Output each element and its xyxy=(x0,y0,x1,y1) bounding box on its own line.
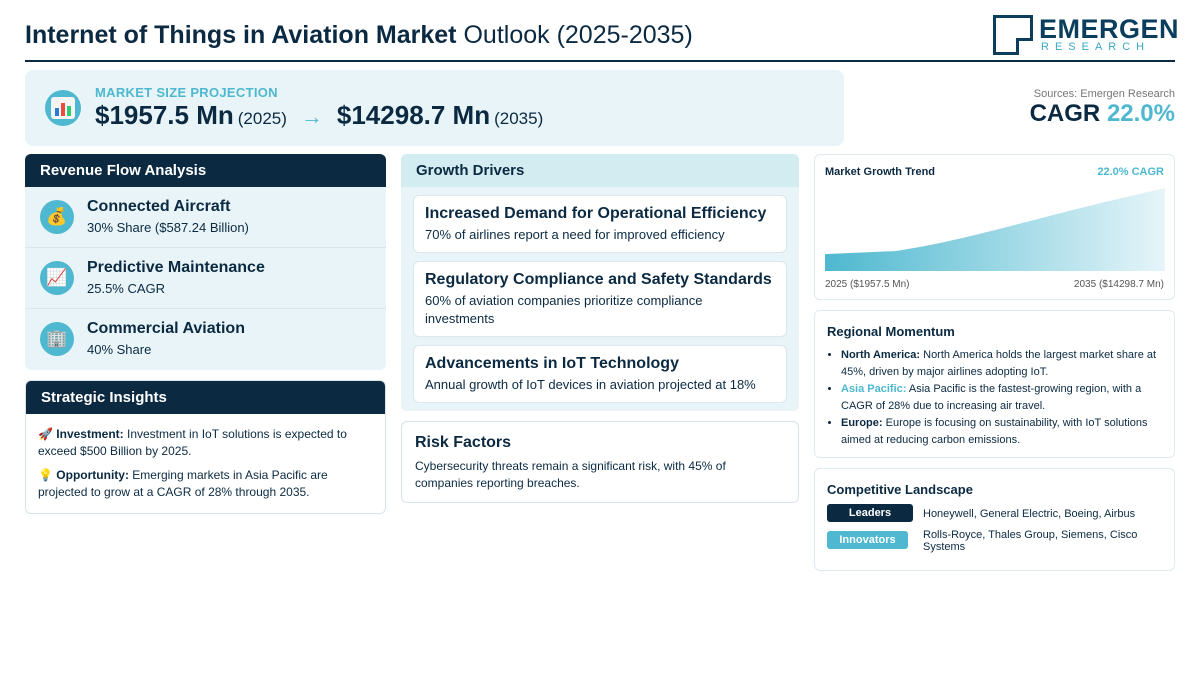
title-rest: Outlook (2025-2035) xyxy=(463,21,693,49)
driver-title: Regulatory Compliance and Safety Standar… xyxy=(425,271,772,288)
lightbulb-icon: 💡 xyxy=(38,468,53,482)
title-bold: Internet of Things in Aviation Market xyxy=(25,21,457,49)
trend-title: Market Growth Trend xyxy=(825,166,936,178)
innovators-list: Rolls-Royce, Thales Group, Siemens, Cisc… xyxy=(923,529,1138,553)
leaders-list: Honeywell, General Electric, Boeing, Air… xyxy=(923,508,1136,520)
driver-item: Regulatory Compliance and Safety Standar… xyxy=(413,261,787,337)
logo-mark-icon xyxy=(993,15,1033,55)
insight-label: Investment: xyxy=(56,427,124,441)
end-year: (2035) xyxy=(494,109,544,128)
insight-label: Opportunity: xyxy=(56,468,129,482)
logo-main-text: EMERGEN xyxy=(1039,14,1180,44)
revenue-item: 💰 Connected Aircraft 30% Share ($587.24 … xyxy=(25,187,386,248)
start-value: $1957.5 Mn xyxy=(95,100,234,130)
emergen-logo: EMERGEN RESEARCH xyxy=(993,14,1179,56)
trend-area-chart xyxy=(825,188,1165,271)
trend-cagr: 22.0% CAGR xyxy=(1097,166,1164,178)
regional-momentum-card: Regional Momentum North America: North A… xyxy=(814,310,1175,458)
revenue-item-sub: 40% Share xyxy=(87,342,152,357)
revenue-item-sub: 25.5% CAGR xyxy=(87,281,166,296)
bar-chart-icon xyxy=(45,90,81,126)
competitive-title: Competitive Landscape xyxy=(827,482,973,497)
region-label: Asia Pacific: xyxy=(841,383,907,395)
source-text: Sources: Emergen Research xyxy=(1033,88,1175,100)
region-list: North America: North America holds the l… xyxy=(841,347,1166,449)
strategic-insights-card: Strategic Insights 🚀 Investment: Investm… xyxy=(25,380,386,514)
cagr-value: 22.0% xyxy=(1106,100,1175,127)
revenue-flow-card: Revenue Flow Analysis 💰 Connected Aircra… xyxy=(25,154,386,370)
revenue-item-title: Predictive Maintenance xyxy=(87,259,265,276)
driver-sub: 60% of aviation companies prioritize com… xyxy=(425,293,703,326)
money-bag-icon: 💰 xyxy=(40,200,74,234)
revenue-item-title: Commercial Aviation xyxy=(87,320,245,337)
driver-title: Advancements in IoT Technology xyxy=(425,355,679,372)
driver-item: Increased Demand for Operational Efficie… xyxy=(413,195,787,253)
competitive-landscape-card: Competitive Landscape Leaders Honeywell,… xyxy=(814,468,1175,571)
market-growth-trend-card: Market Growth Trend 22.0% CAGR 2025 ($19… xyxy=(814,154,1175,300)
arrow-right-icon: → xyxy=(300,104,323,129)
revenue-flow-title: Revenue Flow Analysis xyxy=(25,154,386,187)
page-title: Internet of Things in Aviation Market Ou… xyxy=(25,21,693,50)
cagr-summary: CAGR 22.0% xyxy=(1030,100,1175,128)
insight-text: Investment in IoT solutions is expected … xyxy=(38,427,347,458)
region-label: North America: xyxy=(841,349,921,361)
revenue-item: 📈 Predictive Maintenance 25.5% CAGR xyxy=(25,248,386,309)
insight-opportunity: 💡 Opportunity: Emerging markets in Asia … xyxy=(38,467,373,501)
risk-title: Risk Factors xyxy=(415,434,512,451)
driver-title: Increased Demand for Operational Efficie… xyxy=(425,205,767,222)
driver-item: Advancements in IoT Technology Annual gr… xyxy=(413,345,787,403)
region-item: Europe: Europe is focusing on sustainabi… xyxy=(841,415,1166,448)
strategic-insights-title: Strategic Insights xyxy=(26,381,385,414)
market-size-projection: MARKET SIZE PROJECTION $1957.5 Mn (2025) →… xyxy=(25,70,844,146)
start-year: (2025) xyxy=(237,109,287,128)
region-item: North America: North America holds the l… xyxy=(841,347,1166,380)
end-value: $14298.7 Mn xyxy=(336,100,491,130)
driver-sub: 70% of airlines report a need for improv… xyxy=(425,227,725,242)
trend-area xyxy=(825,188,1165,271)
region-text: North America holds the largest market s… xyxy=(841,349,1157,378)
driver-sub: Annual growth of IoT devices in aviation… xyxy=(425,377,756,392)
insight-investment: 🚀 Investment: Investment in IoT solution… xyxy=(38,426,373,460)
innovators-badge: Innovators xyxy=(827,531,908,549)
insight-text: Emerging markets in Asia Pacific are pro… xyxy=(38,468,328,499)
risk-text: Cybersecurity threats remain a significa… xyxy=(415,459,726,490)
trend-up-icon: 📈 xyxy=(40,261,74,295)
building-icon: 🏢 xyxy=(40,322,74,356)
rocket-icon: 🚀 xyxy=(38,427,53,441)
leaders-badge: Leaders xyxy=(827,504,913,522)
logo-sub-text: RESEARCH xyxy=(1041,41,1151,53)
trend-x-start: 2025 ($1957.5 Mn) xyxy=(825,279,910,290)
regional-title: Regional Momentum xyxy=(827,324,955,339)
region-text: Asia Pacific is the fastest-growing regi… xyxy=(841,383,1142,412)
revenue-item-sub: 30% Share ($587.24 Billion) xyxy=(87,220,249,235)
revenue-item: 🏢 Commercial Aviation 40% Share xyxy=(25,309,386,370)
projection-label: MARKET SIZE PROJECTION xyxy=(95,85,278,100)
growth-drivers-title: Growth Drivers xyxy=(401,154,799,187)
trend-x-end: 2035 ($14298.7 Mn) xyxy=(1073,279,1164,290)
projection-values: $1957.5 Mn (2025) → $14298.7 Mn (2035) xyxy=(95,100,543,131)
region-label: Europe: xyxy=(841,417,883,429)
region-item: Asia Pacific: Asia Pacific is the fastes… xyxy=(841,381,1166,414)
header: Internet of Things in Aviation Market Ou… xyxy=(25,12,1179,62)
revenue-item-title: Connected Aircraft xyxy=(87,198,231,215)
cagr-label: CAGR xyxy=(1029,100,1101,127)
region-text: Europe is focusing on sustainability, wi… xyxy=(841,417,1148,446)
risk-factors-card: Risk Factors Cybersecurity threats remai… xyxy=(401,421,799,503)
growth-drivers-card: Growth Drivers Increased Demand for Oper… xyxy=(401,154,799,411)
